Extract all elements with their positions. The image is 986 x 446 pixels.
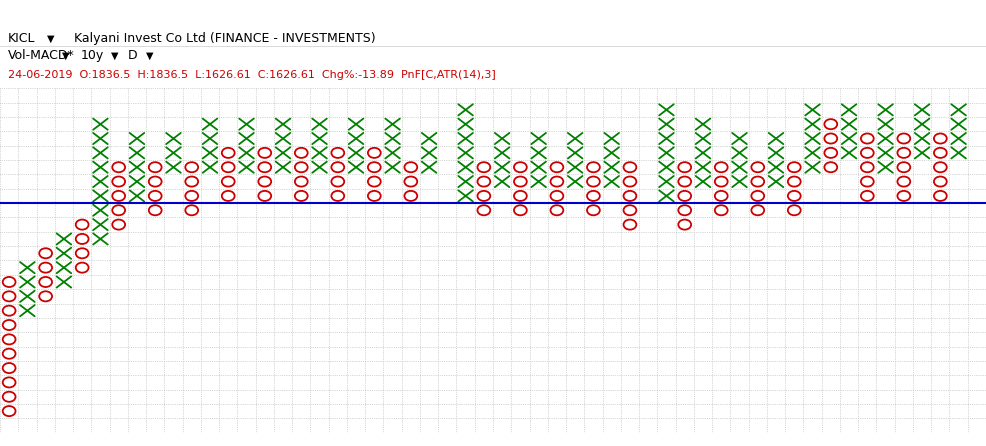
Text: 24-06-2019  O:1836.5  H:1836.5  L:1626.61  C:1626.61  Chg%:-13.89  PnF[C,ATR(14): 24-06-2019 O:1836.5 H:1836.5 L:1626.61 C…	[8, 70, 496, 80]
Text: Kalyani Invest Co Ltd (FINANCE - INVESTMENTS): Kalyani Invest Co Ltd (FINANCE - INVESTM…	[74, 32, 376, 45]
Text: 1Window*: 1Window*	[784, 8, 847, 22]
Text: D: D	[128, 49, 138, 62]
Text: Vol-MACD*: Vol-MACD*	[8, 49, 75, 62]
Text: ▼: ▼	[146, 50, 154, 60]
Text: 10y: 10y	[81, 49, 105, 62]
Text: Charts: Charts	[18, 6, 79, 24]
Text: ▼: ▼	[47, 33, 55, 43]
FancyBboxPatch shape	[947, 4, 971, 26]
Text: ▼: ▼	[111, 50, 119, 60]
Text: KICL: KICL	[8, 32, 35, 45]
Text: ▼: ▼	[922, 10, 931, 20]
Text: ▼: ▼	[62, 50, 70, 60]
